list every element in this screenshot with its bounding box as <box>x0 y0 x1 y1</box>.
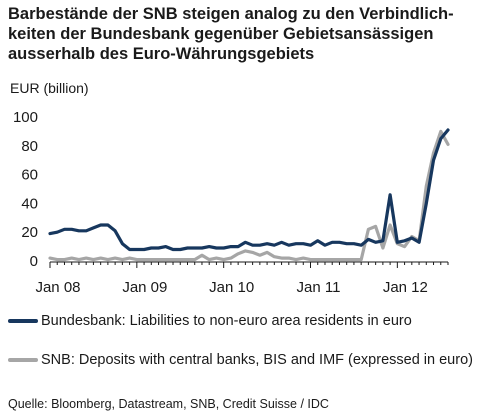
y-tick-label: 100 <box>13 109 38 126</box>
y-axis-unit-label: EUR (billion) <box>10 80 89 96</box>
title-line: ausserhalb des Euro-Währungsgebiets <box>8 45 315 63</box>
y-tick-label: 80 <box>21 138 38 155</box>
title-line: keiten der Bundesbank gegenüber Gebietsa… <box>8 25 434 43</box>
y-tick-label: 60 <box>21 167 38 184</box>
legend-swatch-bundesbank <box>8 319 38 323</box>
x-tick-label: Jan 08 <box>35 279 80 296</box>
series-line-bundesbank <box>48 128 450 252</box>
legend-swatch-snb <box>8 358 38 362</box>
y-tick-label: 20 <box>21 224 38 241</box>
title-line: Barbestände der SNB steigen analog zu de… <box>8 5 454 23</box>
x-tick-label: Jan 09 <box>122 279 167 296</box>
x-tick-label: Jan 10 <box>209 279 254 296</box>
chart-title: Barbestände der SNB steigen analog zu de… <box>8 4 478 64</box>
series-line-snb <box>48 129 450 262</box>
legend-label-snb: SNB: Deposits with central banks, BIS an… <box>41 352 473 368</box>
source-note: Quelle: Bloomberg, Datastream, SNB, Cred… <box>8 397 329 411</box>
legend-label-bundesbank: Bundesbank: Liabilities to non-euro area… <box>41 313 412 329</box>
y-tick-label: 0 <box>30 253 38 270</box>
y-tick-label: 40 <box>21 195 38 212</box>
x-tick-label: Jan 11 <box>297 279 341 296</box>
x-tick-label: Jan 12 <box>383 279 428 296</box>
